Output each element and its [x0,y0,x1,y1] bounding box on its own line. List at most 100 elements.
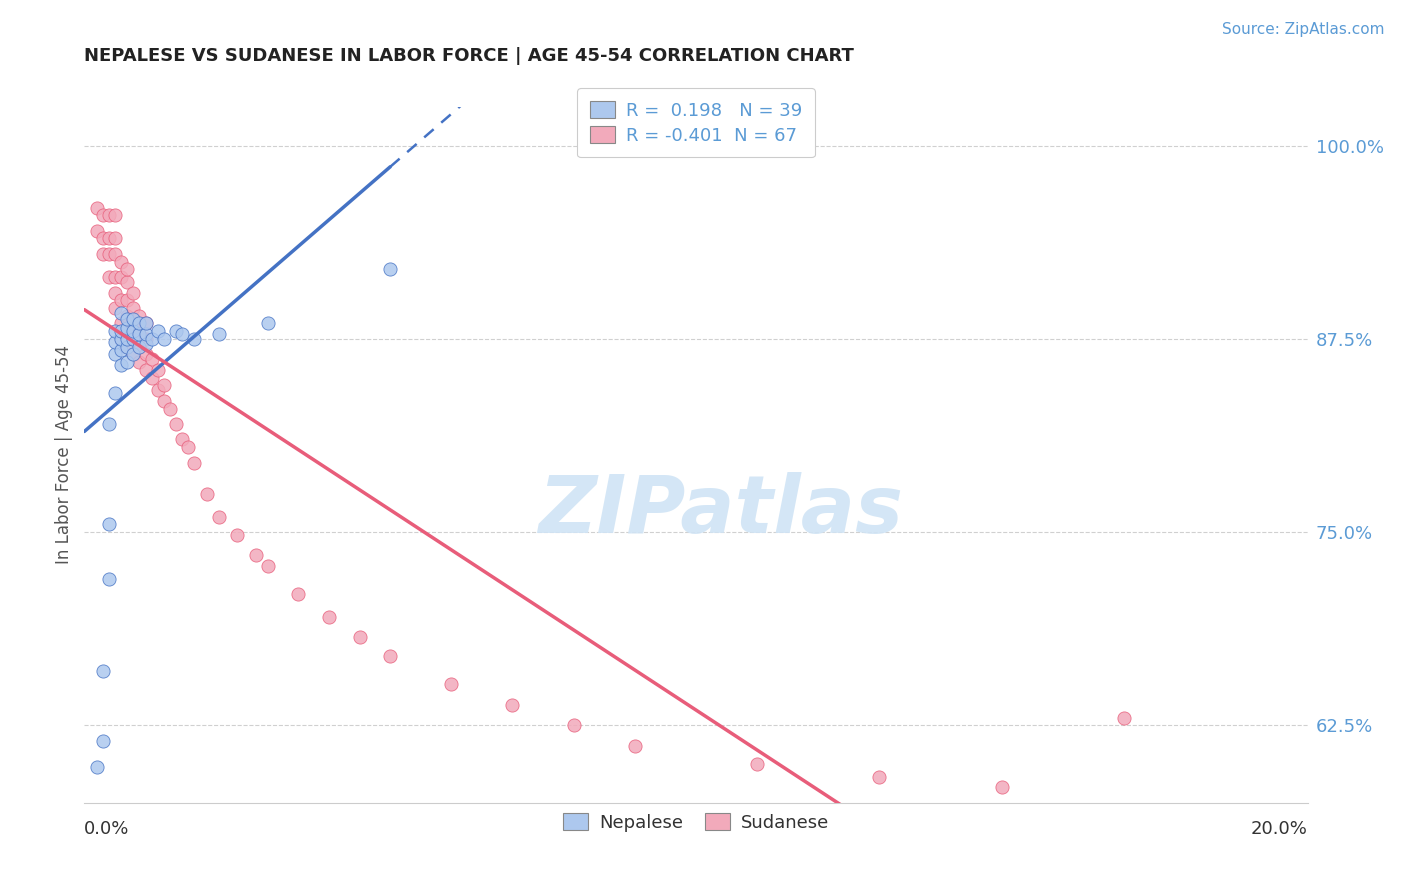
Text: 20.0%: 20.0% [1251,821,1308,838]
Point [128,340,150,354]
Point [110,358,132,372]
Point [153,393,176,408]
Point [110,332,132,346]
Point [195,486,218,500]
Point [135,327,157,342]
Point [226,528,249,542]
Point [146,324,169,338]
Point [122,347,145,361]
Point [122,285,145,300]
Point [869,770,891,784]
Point [153,332,176,346]
Point [115,311,138,326]
Text: ZIPatlas: ZIPatlas [538,472,903,549]
Point [91,247,114,261]
Point [380,262,402,277]
Legend: Nepalese, Sudanese: Nepalese, Sudanese [553,802,839,842]
Point [122,324,145,338]
Point [1114,711,1136,725]
Point [115,275,138,289]
Point [110,270,132,285]
Point [128,317,150,331]
Point [135,347,157,361]
Point [97,208,120,222]
Point [287,587,309,601]
Point [245,549,267,563]
Point [97,572,120,586]
Point [128,327,150,342]
Point [104,324,127,338]
Point [115,340,138,354]
Point [86,201,108,215]
Point [110,332,132,346]
Point [110,324,132,338]
Point [991,780,1014,795]
Point [141,370,163,384]
Point [122,332,145,346]
Point [115,262,138,277]
Point [115,324,138,338]
Point [153,378,176,392]
Point [97,270,120,285]
Point [159,401,181,416]
Point [104,285,127,300]
Point [110,254,132,268]
Point [135,332,157,346]
Point [165,324,187,338]
Point [141,352,163,367]
Point [440,677,463,691]
Point [141,332,163,346]
Point [86,760,108,774]
Point [115,293,138,308]
Point [115,332,138,346]
Point [97,231,120,245]
Point [128,327,150,342]
Point [122,301,145,315]
Point [104,270,127,285]
Point [104,347,127,361]
Point [208,509,231,524]
Point [104,301,127,315]
Point [135,363,157,377]
Point [97,417,120,431]
Point [104,334,127,349]
Text: NEPALESE VS SUDANESE IN LABOR FORCE | AGE 45-54 CORRELATION CHART: NEPALESE VS SUDANESE IN LABOR FORCE | AG… [84,47,855,65]
Point [183,456,205,470]
Point [128,355,150,369]
Point [135,317,157,331]
Point [135,336,157,351]
Point [122,347,145,361]
Point [172,433,194,447]
Point [177,440,200,454]
Point [183,332,205,346]
Point [91,231,114,245]
Point [110,306,132,320]
Point [122,311,145,326]
Point [349,631,371,645]
Point [91,665,114,679]
Point [380,648,402,663]
Point [747,757,769,772]
Point [122,332,145,346]
Point [104,247,127,261]
Point [172,327,194,342]
Point [318,610,340,624]
Point [502,698,524,713]
Point [110,343,132,357]
Point [115,321,138,335]
Point [135,317,157,331]
Point [122,317,145,331]
Point [91,208,114,222]
Point [128,340,150,354]
Point [91,734,114,748]
Point [562,718,585,732]
Point [115,309,138,323]
Point [257,559,280,574]
Point [104,231,127,245]
Point [208,327,231,342]
Point [146,383,169,397]
Point [165,417,187,431]
Point [97,517,120,532]
Point [97,247,120,261]
Point [128,309,150,323]
